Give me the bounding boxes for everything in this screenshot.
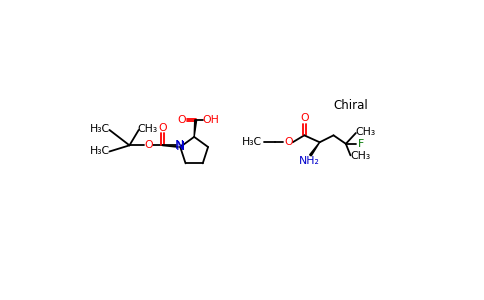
Text: O: O — [144, 140, 153, 150]
Text: H₃C: H₃C — [90, 146, 109, 156]
Text: N: N — [175, 139, 184, 152]
Text: F: F — [358, 139, 364, 149]
Text: H₃C: H₃C — [242, 137, 262, 147]
Text: N: N — [176, 140, 185, 154]
Text: O: O — [158, 123, 167, 133]
Text: CH₃: CH₃ — [356, 127, 376, 137]
Text: O: O — [285, 137, 293, 147]
Polygon shape — [310, 142, 319, 156]
Text: CH₃: CH₃ — [350, 151, 371, 161]
Text: O: O — [300, 113, 309, 123]
Text: O: O — [178, 115, 186, 125]
Text: H₃C: H₃C — [90, 124, 109, 134]
Text: OH: OH — [203, 115, 220, 125]
Polygon shape — [194, 120, 197, 137]
Text: Chiral: Chiral — [333, 99, 368, 112]
Text: CH₃: CH₃ — [137, 124, 157, 134]
Text: NH₂: NH₂ — [299, 156, 320, 166]
